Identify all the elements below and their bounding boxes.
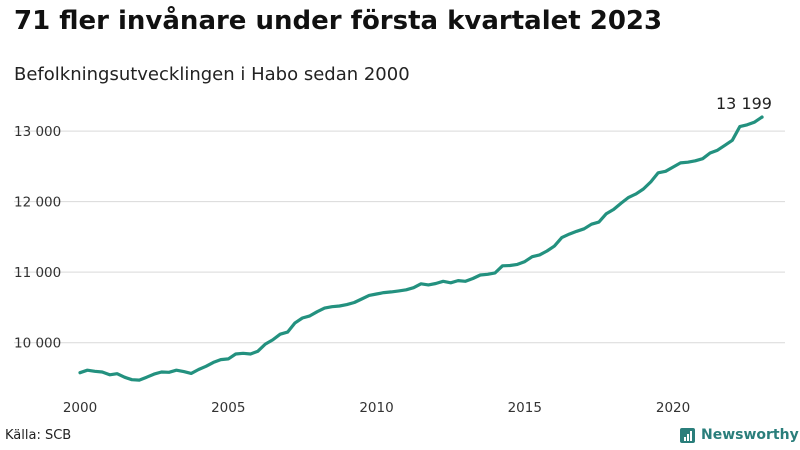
chart-subtitle: Befolkningsutvecklingen i Habo sedan 200… bbox=[14, 64, 410, 85]
x-tick-label: 2010 bbox=[359, 400, 393, 416]
y-axis-ticks: 10 000 11 000 12 000 13 000 bbox=[14, 124, 61, 352]
y-tick-label: 10 000 bbox=[14, 336, 61, 352]
end-value-label: 13 199 bbox=[716, 94, 772, 113]
x-tick-label: 2020 bbox=[656, 400, 690, 416]
x-tick-label: 2015 bbox=[508, 400, 542, 416]
brand-name: Newsworthy bbox=[701, 427, 799, 443]
grid-lines bbox=[14, 130, 785, 344]
x-axis-ticks: 2000 2005 2010 2015 2020 bbox=[63, 400, 690, 416]
chart-title: 71 fler invånare under första kvartalet … bbox=[14, 6, 663, 36]
data-labels: 13 199 bbox=[716, 94, 772, 119]
series-line-0 bbox=[78, 115, 764, 382]
y-tick-label: 11 000 bbox=[14, 265, 61, 281]
y-tick-label: 13 000 bbox=[14, 124, 61, 140]
brand-logo: Newsworthy bbox=[680, 427, 799, 443]
end-point-marker bbox=[760, 115, 764, 119]
bar-chart-icon bbox=[680, 427, 695, 443]
x-tick-label: 2005 bbox=[211, 400, 245, 416]
x-tick-label: 2000 bbox=[63, 400, 97, 416]
series-layer bbox=[78, 115, 764, 382]
y-tick-label: 12 000 bbox=[14, 195, 61, 211]
source-note: Källa: SCB bbox=[5, 428, 72, 443]
